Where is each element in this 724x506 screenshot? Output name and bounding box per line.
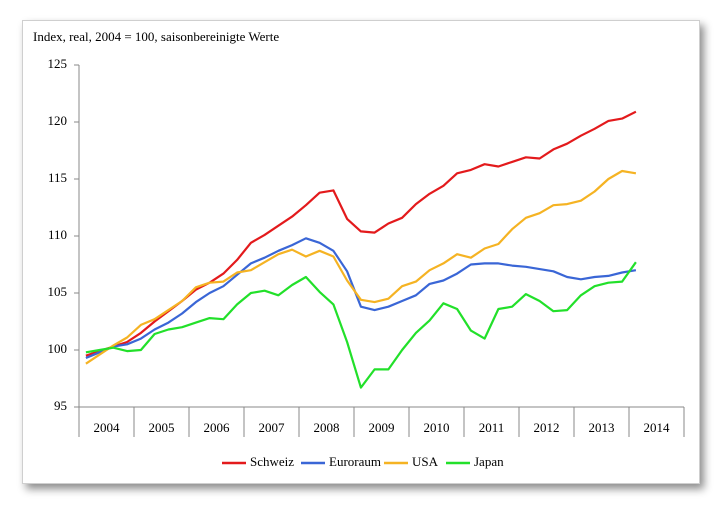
data-line (85, 261, 637, 389)
x-tick-label: 2012 (534, 420, 560, 435)
x-tick-label: 2006 (204, 420, 231, 435)
y-tick-label: 110 (48, 227, 67, 242)
y-tick-label: 120 (48, 113, 68, 128)
x-tick-label: 2008 (314, 420, 340, 435)
x-tick-label: 2014 (644, 420, 671, 435)
data-line (85, 169, 637, 365)
x-tick-label: 2005 (149, 420, 175, 435)
data-line (85, 110, 637, 357)
legend-label: Schweiz (250, 454, 294, 469)
x-tick-label: 2013 (589, 420, 615, 435)
legend-label: Japan (474, 454, 504, 469)
y-tick-label: 115 (48, 170, 67, 185)
y-tick-label: 95 (54, 398, 67, 413)
x-tick-label: 2011 (479, 420, 505, 435)
y-tick-label: 105 (48, 284, 68, 299)
legend-label: Euroraum (329, 454, 381, 469)
legend-label: USA (412, 454, 439, 469)
data-line (85, 237, 637, 360)
y-tick-label: 100 (48, 341, 68, 356)
x-tick-label: 2007 (259, 420, 286, 435)
x-tick-label: 2009 (369, 420, 395, 435)
x-tick-label: 2010 (424, 420, 450, 435)
chart-title: Index, real, 2004 = 100, saisonbereinigt… (33, 29, 279, 44)
y-tick-label: 125 (48, 56, 68, 71)
x-tick-label: 2004 (94, 420, 121, 435)
